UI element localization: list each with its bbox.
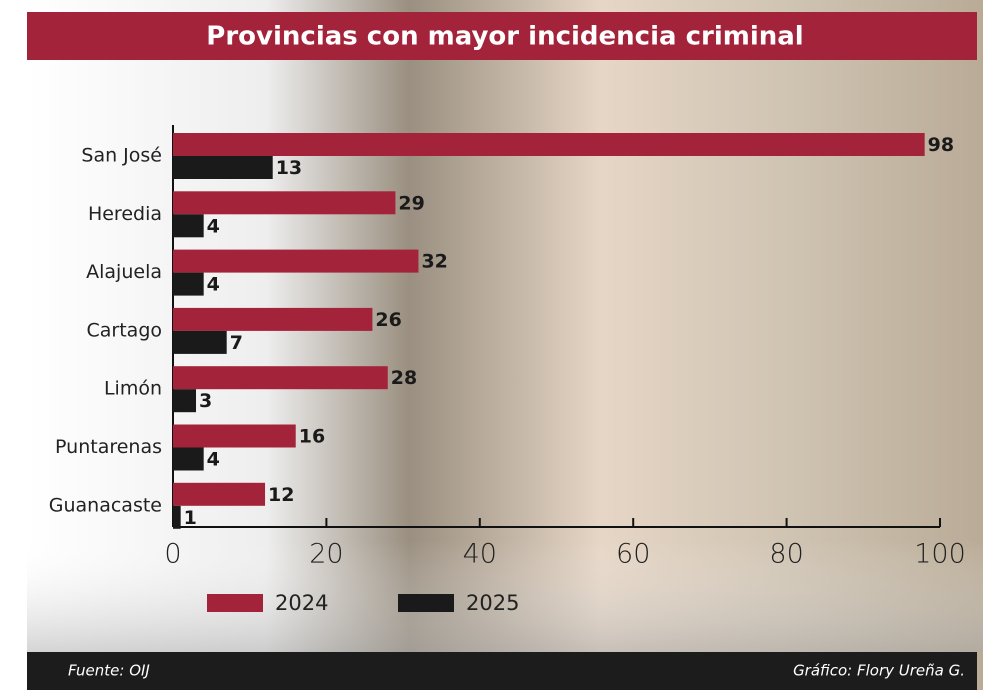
bar [173, 307, 373, 331]
legend-label: 2024 [275, 591, 328, 615]
bar [173, 424, 296, 448]
bar [173, 482, 266, 506]
bar [173, 447, 204, 471]
title-bar [27, 12, 977, 60]
value-label: 1 [184, 507, 197, 529]
bar [173, 330, 227, 354]
source: Fuente: OIJ [68, 662, 150, 680]
value-label: 16 [299, 426, 325, 448]
value-label: 7 [230, 332, 243, 354]
value-label: 13 [276, 157, 302, 179]
y-tick-label: Limón [104, 378, 162, 400]
bar [173, 389, 197, 413]
y-tick-label: Puntarenas [55, 436, 162, 458]
credit: Gráfico: Flory Ureña G. [793, 662, 965, 680]
bar [173, 156, 273, 179]
y-tick-label: Guanacaste [49, 494, 162, 516]
x-tick-label: 80 [769, 539, 803, 570]
value-label: 28 [391, 367, 417, 389]
x-tick-label: 0 [164, 539, 181, 570]
legend-label: 2025 [466, 591, 519, 615]
y-tick-label: Alajuela [86, 261, 162, 283]
bar [173, 249, 419, 273]
x-tick-label: 20 [309, 539, 343, 570]
bar [173, 272, 204, 296]
value-label: 26 [375, 309, 401, 331]
value-label: 3 [199, 390, 212, 412]
x-tick-label: 60 [616, 539, 650, 570]
bar [173, 214, 204, 238]
value-label: 32 [421, 251, 447, 273]
x-tick-label: 40 [463, 539, 497, 570]
value-label: 4 [207, 274, 220, 296]
y-tick-label: Heredia [88, 203, 162, 225]
value-label: 29 [398, 192, 424, 214]
background-ground [27, 540, 983, 652]
bar [173, 505, 181, 529]
value-label: 98 [928, 134, 954, 156]
footer-bar [27, 652, 977, 690]
bar [173, 366, 388, 390]
value-label: 4 [207, 449, 220, 471]
y-tick-label: Cartago [87, 319, 163, 341]
legend-swatch [207, 594, 263, 612]
value-label: 12 [268, 484, 294, 506]
bar [173, 191, 396, 215]
x-tick-label: 100 [914, 539, 966, 570]
bar [173, 133, 925, 156]
y-tick-label: San José [81, 145, 162, 167]
legend-swatch [398, 594, 454, 612]
value-label: 4 [207, 215, 220, 237]
chart-title: Provincias con mayor incidencia criminal [206, 22, 803, 52]
